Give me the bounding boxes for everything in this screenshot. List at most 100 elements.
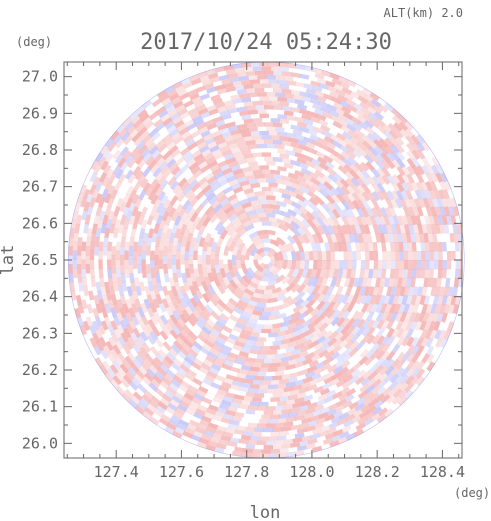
echo-cell [98, 172, 107, 183]
echo-cell [95, 152, 104, 163]
echo-cell [441, 197, 448, 208]
echo-cell [360, 377, 371, 387]
echo-cell [232, 186, 244, 194]
echo-cell [334, 179, 345, 189]
echo-cell [249, 366, 260, 372]
echo-cell [426, 353, 435, 364]
echo-cell [162, 223, 169, 234]
echo-cell [254, 87, 265, 93]
echo-cell [360, 107, 371, 117]
echo-cell [428, 215, 435, 226]
echo-cell [155, 370, 165, 381]
echo-cell [172, 115, 183, 125]
echo-cell [208, 195, 219, 206]
echo-cell [339, 430, 350, 439]
echo-cell [183, 281, 191, 292]
echo-cell [241, 184, 252, 191]
echo-cell [363, 224, 371, 235]
echo-cell [85, 316, 94, 327]
echo-cell [415, 181, 424, 192]
echo-cell [292, 437, 303, 444]
echo-cell [371, 334, 381, 345]
echo-cell [328, 109, 340, 118]
echo-cell [204, 205, 214, 216]
echo-cell [120, 146, 130, 157]
echo-cell [140, 315, 149, 326]
echo-cell [197, 160, 209, 170]
echo-cell [228, 212, 239, 222]
echo-cell [247, 317, 258, 324]
echo-cell [323, 135, 335, 144]
echo-cell [396, 328, 405, 339]
echo-cell [139, 281, 146, 292]
echo-cell [366, 334, 376, 345]
echo-cell [157, 143, 168, 153]
echo-cell [278, 325, 289, 332]
echo-cell [356, 207, 365, 218]
echo-cell [227, 193, 238, 202]
echo-cell [131, 193, 140, 205]
echo-cell [369, 294, 377, 305]
echo-cell [341, 208, 351, 219]
echo-cell [119, 161, 129, 172]
echo-cell [334, 331, 344, 342]
echo-cell [356, 396, 367, 406]
echo-cell [300, 212, 310, 222]
echo-cell [148, 128, 159, 138]
echo-cell [350, 368, 361, 378]
echo-cell [221, 201, 232, 211]
echo-cell [398, 268, 404, 279]
echo-cell [197, 177, 208, 187]
echo-cell [411, 268, 417, 279]
echo-cell [201, 325, 212, 336]
echo-cell [336, 309, 346, 320]
echo-cell [257, 92, 267, 97]
echo-cell [238, 403, 249, 410]
echo-cell [261, 294, 271, 299]
echo-cell [130, 331, 139, 343]
echo-cell [166, 124, 177, 134]
echo-cell [429, 250, 435, 261]
echo-cell [322, 356, 333, 366]
echo-cell [431, 312, 439, 323]
y-tick-label: 26.7 [22, 178, 58, 196]
echo-cell [268, 130, 279, 136]
echo-cell [133, 136, 144, 147]
echo-cell [356, 191, 366, 202]
echo-cell [339, 178, 350, 189]
echo-cell [248, 92, 258, 98]
echo-cell [412, 260, 417, 270]
echo-cell [397, 114, 408, 125]
echo-cell [350, 177, 361, 188]
echo-cell [343, 250, 349, 261]
echo-cell [188, 348, 199, 358]
echo-cell [108, 277, 114, 288]
echo-cell [361, 334, 371, 345]
echo-cell [161, 298, 170, 309]
echo-cell [244, 250, 251, 260]
echo-cell [172, 357, 183, 368]
echo-cell [116, 197, 124, 208]
echo-cell [182, 81, 194, 90]
echo-cell [174, 119, 185, 129]
echo-cell [221, 381, 232, 389]
echo-cell [188, 331, 199, 341]
echo-cell [114, 371, 125, 382]
echo-cell [334, 233, 342, 244]
echo-cell [426, 223, 432, 234]
echo-cell [341, 105, 352, 115]
echo-cell [250, 276, 261, 285]
echo-cell [207, 141, 218, 150]
echo-cell [241, 347, 252, 354]
echo-cell [411, 142, 421, 153]
echo-cell [360, 133, 371, 144]
echo-cell [135, 154, 145, 165]
echo-cell [431, 156, 440, 167]
echo-cell [340, 386, 351, 396]
echo-cell [375, 160, 386, 171]
echo-cell [151, 232, 158, 243]
echo-cell [119, 363, 129, 374]
echo-cell [393, 303, 402, 314]
echo-cell [322, 130, 333, 139]
echo-cell [270, 397, 280, 402]
